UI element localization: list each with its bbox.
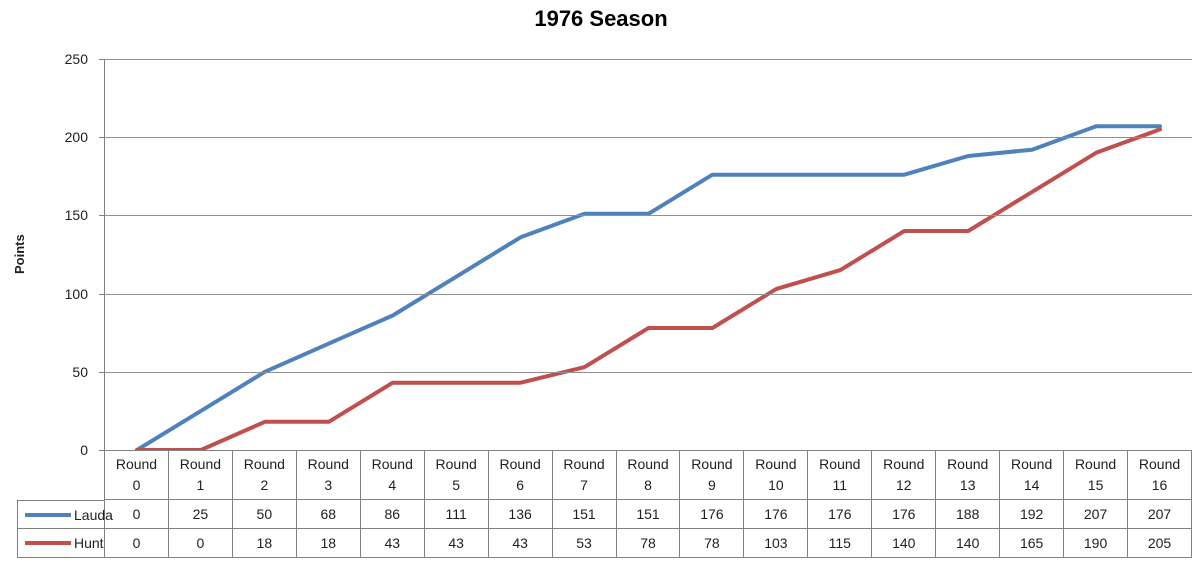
value-cell: 165: [1000, 529, 1065, 558]
value-cell: 176: [872, 500, 937, 529]
y-tick-mark: [99, 59, 105, 60]
y-tick-mark: [99, 450, 105, 451]
round-header-cell: Round 9: [680, 450, 745, 500]
value-cell: 78: [616, 529, 681, 558]
gridline: [105, 293, 1192, 295]
value-cell: 18: [232, 529, 297, 558]
plot-area: [104, 59, 1192, 451]
round-header-cell: Round 12: [872, 450, 937, 500]
round-header-cell: Round 16: [1128, 450, 1192, 500]
value-cell: 53: [552, 529, 617, 558]
value-cell: 50: [232, 500, 297, 529]
round-header-cell: Round 6: [488, 450, 553, 500]
round-header-cell: Round 3: [296, 450, 361, 500]
line-series-svg: [135, 124, 1162, 450]
value-cell: 18: [296, 529, 361, 558]
value-cell: 43: [424, 529, 489, 558]
gridline: [105, 59, 1192, 60]
y-tick-label: 150: [64, 207, 88, 224]
y-tick-label: 250: [64, 51, 88, 67]
table-corner-cell: [17, 450, 105, 500]
value-cell: 207: [1064, 500, 1129, 529]
value-cell: 68: [296, 500, 361, 529]
value-cell: 78: [680, 529, 745, 558]
legend-cell-lauda: Lauda: [17, 500, 113, 529]
value-cell: 103: [744, 529, 809, 558]
y-axis: 250 200 150 100 50 0: [0, 51, 88, 458]
y-tick-label: 100: [64, 285, 88, 302]
round-header-cell: Round 5: [424, 450, 489, 500]
legend-line-swatch-lauda: [25, 512, 71, 517]
value-cell: 190: [1064, 529, 1129, 558]
value-cell: 151: [552, 500, 617, 529]
round-header-cell: Round 11: [808, 450, 873, 500]
round-header-cell: Round 1: [168, 450, 233, 500]
value-cell: 0: [105, 500, 169, 529]
value-cell: 176: [744, 500, 809, 529]
round-header-cell: Round 7: [552, 450, 617, 500]
y-tick-mark: [99, 293, 105, 295]
legend-label: Lauda: [74, 506, 113, 523]
series-line-hunt: [135, 127, 1162, 450]
y-tick-mark: [99, 371, 105, 373]
round-header-cell: Round 2: [232, 450, 297, 500]
legend-cell-hunt: Hunt: [17, 529, 105, 558]
value-cell: 136: [488, 500, 553, 529]
value-cell: 86: [360, 500, 425, 529]
round-header-cell: Round 8: [616, 450, 681, 500]
series-line-lauda: [135, 124, 1162, 450]
round-header-cell: Round 15: [1064, 450, 1129, 500]
value-cell: 0: [105, 529, 169, 558]
y-tick-mark: [99, 137, 105, 139]
value-cell: 188: [936, 500, 1001, 529]
gridline: [105, 371, 1192, 373]
round-header-cell: Round 10: [744, 450, 809, 500]
y-tick-label: 200: [64, 129, 88, 146]
value-cell: 111: [424, 500, 489, 529]
value-cell: 205: [1128, 529, 1192, 558]
value-cell: 115: [808, 529, 873, 558]
round-header-cell: Round 13: [936, 450, 1001, 500]
value-cell: 207: [1128, 500, 1192, 529]
value-cell: 176: [808, 500, 873, 529]
round-header-cell: Round 0: [105, 450, 169, 500]
value-cell: 0: [168, 529, 233, 558]
gridline: [105, 215, 1192, 217]
round-header-cell: Round 14: [1000, 450, 1065, 500]
value-cell: 43: [360, 529, 425, 558]
value-cell: 192: [1000, 500, 1065, 529]
legend-line-swatch-hunt: [25, 541, 71, 545]
value-cell: 176: [680, 500, 745, 529]
gridline: [105, 137, 1192, 139]
y-tick-label: 50: [72, 363, 88, 380]
value-cell: 43: [488, 529, 553, 558]
value-cell: 25: [168, 500, 233, 529]
value-cell: 151: [616, 500, 681, 529]
chart-title: 1976 Season: [534, 6, 668, 31]
y-tick-mark: [99, 215, 105, 217]
value-cell: 140: [872, 529, 937, 558]
round-header-cell: Round 4: [360, 450, 425, 500]
data-table: Round 0 Round 1 Round 2 Round 3 Round 4 Round…: [17, 450, 1192, 558]
value-cell: 140: [936, 529, 1001, 558]
legend-label: Hunt: [74, 535, 104, 551]
y-tick-label: 0: [80, 442, 88, 458]
